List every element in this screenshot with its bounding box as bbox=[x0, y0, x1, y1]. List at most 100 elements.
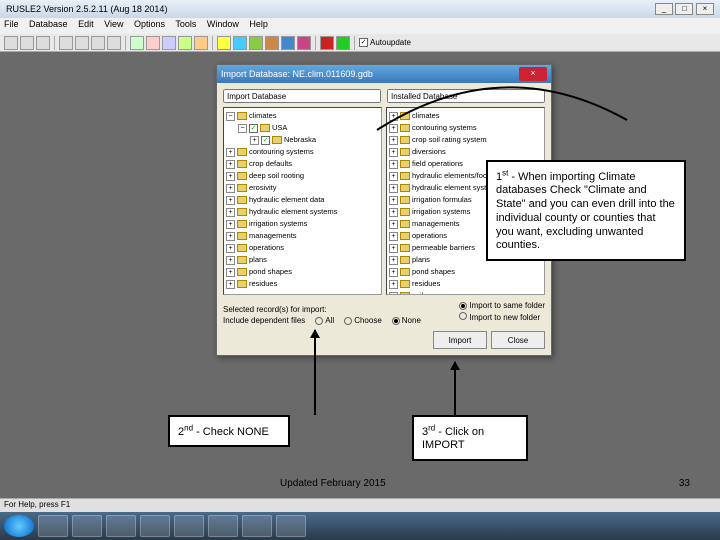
menu-tools[interactable]: Tools bbox=[175, 19, 196, 29]
menu-file[interactable]: File bbox=[4, 19, 19, 29]
expand-icon[interactable]: + bbox=[226, 160, 235, 169]
expand-icon[interactable]: + bbox=[389, 148, 398, 157]
taskbar-item[interactable] bbox=[106, 515, 136, 537]
start-button[interactable] bbox=[4, 515, 34, 537]
tree-label[interactable]: contouring systems bbox=[249, 146, 314, 158]
radio-import-new[interactable]: Import to new folder bbox=[459, 312, 545, 322]
expand-icon[interactable]: + bbox=[389, 268, 398, 277]
taskbar-item[interactable] bbox=[140, 515, 170, 537]
expand-icon[interactable]: + bbox=[226, 280, 235, 289]
tree-label[interactable]: permeable barriers bbox=[412, 242, 475, 254]
menu-database[interactable]: Database bbox=[29, 19, 68, 29]
tree-label[interactable]: USA bbox=[272, 122, 287, 134]
toolbar-button[interactable] bbox=[281, 36, 295, 50]
checkbox-icon[interactable]: ✓ bbox=[261, 136, 270, 145]
expand-icon[interactable]: + bbox=[250, 136, 259, 145]
toolbar-button[interactable] bbox=[4, 36, 18, 50]
expand-icon[interactable]: + bbox=[226, 184, 235, 193]
radio-import-same[interactable]: Import to same folder bbox=[459, 301, 545, 310]
toolbar-button[interactable] bbox=[130, 36, 144, 50]
expand-icon[interactable]: + bbox=[389, 172, 398, 181]
expand-icon[interactable]: + bbox=[226, 172, 235, 181]
taskbar-item[interactable] bbox=[208, 515, 238, 537]
expand-icon[interactable]: + bbox=[226, 220, 235, 229]
tree-label[interactable]: climates bbox=[249, 110, 277, 122]
tree-label[interactable]: diversions bbox=[412, 146, 446, 158]
expand-icon[interactable]: + bbox=[226, 196, 235, 205]
tree-label[interactable]: pond shapes bbox=[249, 266, 292, 278]
expand-icon[interactable]: + bbox=[389, 184, 398, 193]
toolbar-button[interactable] bbox=[36, 36, 50, 50]
autoupdate-checkbox[interactable]: ✓ Autoupdate bbox=[359, 38, 411, 47]
tree-label[interactable]: hydraulic element data bbox=[249, 194, 324, 206]
tree-label[interactable]: operations bbox=[412, 230, 447, 242]
expand-icon[interactable]: − bbox=[238, 124, 247, 133]
tree-label[interactable]: field operations bbox=[412, 158, 463, 170]
radio-choose[interactable]: Choose bbox=[344, 316, 382, 325]
expand-icon[interactable]: − bbox=[226, 112, 235, 121]
tree-label[interactable]: pond shapes bbox=[412, 266, 455, 278]
toolbar-button[interactable] bbox=[162, 36, 176, 50]
expand-icon[interactable]: + bbox=[389, 292, 398, 296]
taskbar-item[interactable] bbox=[72, 515, 102, 537]
toolbar-button[interactable] bbox=[233, 36, 247, 50]
import-button[interactable]: Import bbox=[433, 331, 487, 349]
tree-label[interactable]: plans bbox=[249, 254, 267, 266]
toolbar-button[interactable] bbox=[249, 36, 263, 50]
taskbar-item[interactable] bbox=[174, 515, 204, 537]
tree-label[interactable]: erosivity bbox=[249, 182, 277, 194]
toolbar-button[interactable] bbox=[178, 36, 192, 50]
toolbar-button[interactable] bbox=[91, 36, 105, 50]
menu-options[interactable]: Options bbox=[134, 19, 165, 29]
tree-label[interactable]: soils bbox=[412, 290, 427, 295]
expand-icon[interactable]: + bbox=[389, 232, 398, 241]
expand-icon[interactable]: + bbox=[226, 208, 235, 217]
toolbar-button[interactable] bbox=[20, 36, 34, 50]
expand-icon[interactable]: + bbox=[389, 196, 398, 205]
toolbar-button[interactable] bbox=[194, 36, 208, 50]
import-db-field[interactable] bbox=[223, 89, 381, 103]
menu-help[interactable]: Help bbox=[249, 19, 268, 29]
menu-window[interactable]: Window bbox=[207, 19, 239, 29]
taskbar-item[interactable] bbox=[242, 515, 272, 537]
expand-icon[interactable]: + bbox=[226, 244, 235, 253]
tree-label[interactable]: crop defaults bbox=[249, 158, 292, 170]
toolbar-button[interactable] bbox=[265, 36, 279, 50]
tree-label[interactable]: operations bbox=[249, 242, 284, 254]
taskbar-item[interactable] bbox=[276, 515, 306, 537]
tree-label[interactable]: irrigation formulas bbox=[412, 194, 472, 206]
tree-label[interactable]: managements bbox=[249, 230, 297, 242]
checkbox-icon[interactable]: ✓ bbox=[249, 124, 258, 133]
expand-icon[interactable]: + bbox=[389, 280, 398, 289]
toolbar-button[interactable] bbox=[336, 36, 350, 50]
close-button[interactable]: Close bbox=[491, 331, 545, 349]
menu-view[interactable]: View bbox=[104, 19, 123, 29]
close-button[interactable]: × bbox=[696, 3, 714, 15]
toolbar-button[interactable] bbox=[75, 36, 89, 50]
toolbar-button[interactable] bbox=[146, 36, 160, 50]
expand-icon[interactable]: + bbox=[389, 256, 398, 265]
tree-label[interactable]: managements bbox=[412, 218, 460, 230]
toolbar-button[interactable] bbox=[107, 36, 121, 50]
expand-icon[interactable]: + bbox=[389, 220, 398, 229]
expand-icon[interactable]: + bbox=[389, 244, 398, 253]
tree-label[interactable]: irrigation systems bbox=[249, 218, 307, 230]
expand-icon[interactable]: + bbox=[389, 208, 398, 217]
toolbar-button[interactable] bbox=[320, 36, 334, 50]
tree-label[interactable]: plans bbox=[412, 254, 430, 266]
expand-icon[interactable]: + bbox=[226, 232, 235, 241]
expand-icon[interactable]: + bbox=[389, 160, 398, 169]
tree-label[interactable]: residues bbox=[249, 278, 277, 290]
tree-label[interactable]: residues bbox=[412, 278, 440, 290]
expand-icon[interactable]: + bbox=[226, 148, 235, 157]
toolbar-button[interactable] bbox=[297, 36, 311, 50]
menu-edit[interactable]: Edit bbox=[78, 19, 94, 29]
tree-label[interactable]: hydraulic element systems bbox=[249, 206, 337, 218]
expand-icon[interactable]: + bbox=[226, 268, 235, 277]
tree-label[interactable]: irrigation systems bbox=[412, 206, 470, 218]
left-tree-pane[interactable]: −climates −✓USA +✓Nebraska +contouring s… bbox=[223, 107, 382, 295]
radio-all[interactable]: All bbox=[315, 316, 334, 325]
tree-label[interactable]: Nebraska bbox=[284, 134, 316, 146]
minimize-button[interactable]: _ bbox=[655, 3, 673, 15]
tree-label[interactable]: deep soil rooting bbox=[249, 170, 304, 182]
